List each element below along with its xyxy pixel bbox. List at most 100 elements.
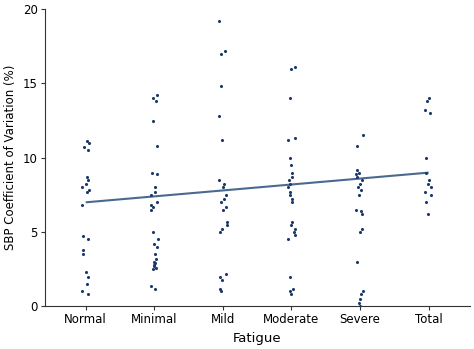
Point: [153, 171, 161, 177]
Point: [218, 51, 225, 57]
Point: [356, 304, 364, 309]
Point: [357, 208, 365, 214]
Point: [290, 229, 298, 235]
Point: [358, 211, 365, 217]
Point: [422, 189, 429, 195]
Point: [288, 200, 295, 205]
Point: [218, 84, 225, 89]
Point: [286, 155, 293, 161]
Y-axis label: SBP Coefficient of Variation (%): SBP Coefficient of Variation (%): [4, 65, 17, 251]
Point: [292, 136, 299, 141]
Point: [356, 296, 364, 302]
Point: [84, 237, 91, 242]
Point: [292, 64, 299, 70]
Point: [149, 96, 156, 101]
Point: [289, 196, 296, 202]
Point: [147, 202, 155, 208]
Point: [289, 286, 296, 291]
Point: [216, 113, 223, 119]
Point: [79, 234, 87, 239]
Point: [291, 232, 299, 238]
Point: [80, 247, 87, 253]
Point: [84, 139, 91, 144]
Point: [84, 148, 91, 153]
Point: [284, 185, 292, 190]
Point: [147, 192, 155, 198]
Point: [284, 137, 292, 143]
Point: [220, 182, 228, 187]
Point: [288, 162, 295, 168]
Point: [84, 177, 92, 183]
Point: [285, 177, 293, 183]
Point: [287, 292, 295, 297]
Point: [288, 66, 295, 72]
Point: [223, 219, 231, 224]
Point: [288, 174, 296, 180]
Point: [82, 269, 90, 275]
Point: [353, 167, 361, 172]
Point: [152, 260, 159, 266]
Point: [151, 259, 158, 265]
Point: [215, 18, 223, 24]
Point: [150, 263, 158, 269]
Point: [86, 188, 93, 193]
Point: [425, 182, 432, 187]
Point: [222, 204, 229, 209]
Point: [151, 252, 159, 257]
Point: [424, 211, 431, 217]
Point: [287, 222, 295, 228]
Point: [222, 271, 229, 276]
Point: [353, 171, 360, 177]
Point: [286, 192, 293, 198]
Point: [358, 177, 365, 183]
Point: [291, 226, 299, 232]
Point: [215, 177, 223, 183]
Point: [354, 143, 361, 149]
Point: [355, 185, 362, 190]
Point: [219, 207, 226, 213]
Point: [223, 222, 230, 228]
Point: [423, 98, 430, 104]
Point: [152, 265, 160, 270]
Point: [359, 226, 366, 232]
Point: [355, 300, 363, 306]
Point: [353, 259, 360, 265]
Point: [149, 204, 156, 209]
Point: [84, 292, 92, 297]
Point: [83, 174, 91, 180]
Point: [83, 189, 91, 195]
X-axis label: Fatigue: Fatigue: [233, 332, 282, 345]
Point: [354, 174, 361, 180]
Point: [359, 133, 367, 138]
Point: [80, 252, 87, 257]
Point: [427, 192, 435, 198]
Point: [422, 200, 430, 205]
Point: [218, 277, 226, 282]
Point: [356, 182, 364, 187]
Point: [356, 229, 364, 235]
Point: [154, 143, 161, 149]
Point: [151, 286, 158, 291]
Point: [147, 283, 155, 288]
Point: [426, 110, 434, 116]
Point: [218, 137, 226, 143]
Point: [355, 192, 363, 198]
Point: [152, 256, 159, 262]
Point: [154, 237, 162, 242]
Point: [289, 219, 296, 224]
Point: [216, 286, 224, 291]
Point: [216, 274, 223, 280]
Point: [150, 262, 157, 268]
Point: [154, 92, 161, 98]
Point: [217, 200, 225, 205]
Point: [286, 289, 294, 294]
Point: [153, 244, 161, 250]
Point: [288, 170, 296, 176]
Point: [357, 292, 365, 297]
Point: [85, 140, 93, 146]
Point: [355, 170, 363, 176]
Point: [218, 226, 226, 232]
Point: [82, 182, 90, 187]
Point: [78, 289, 85, 294]
Point: [427, 185, 435, 190]
